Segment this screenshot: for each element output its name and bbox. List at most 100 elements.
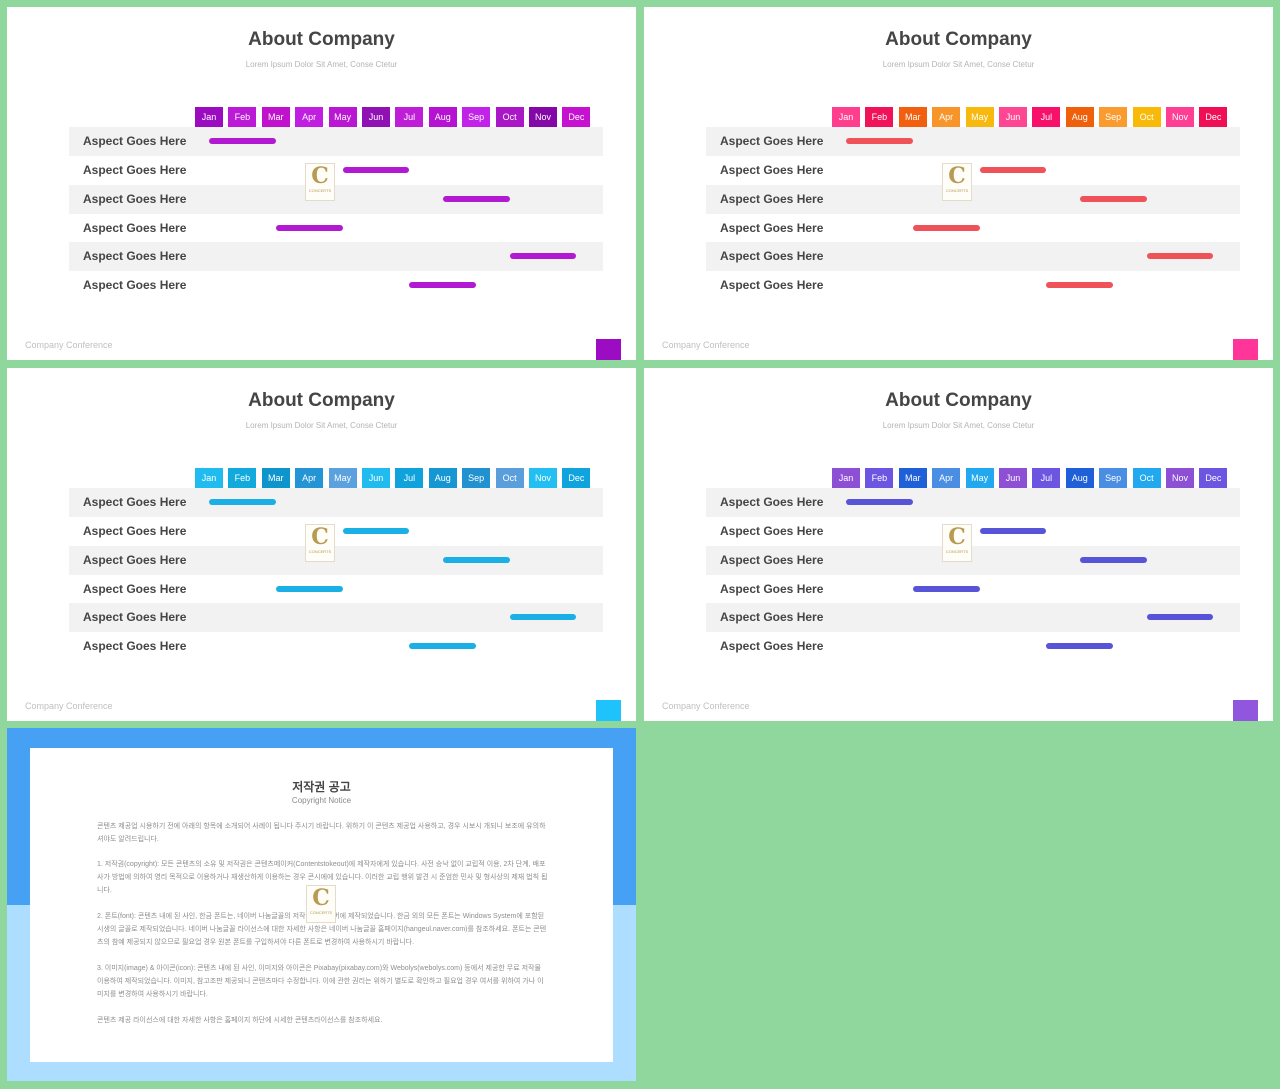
gantt-bar: [846, 138, 913, 144]
month-header-apr: Apr: [295, 468, 324, 488]
gantt-row: Aspect Goes Here: [69, 242, 603, 271]
gantt-bar: [509, 614, 577, 620]
gantt-row: Aspect Goes Here: [706, 603, 1240, 632]
row-label: Aspect Goes Here: [720, 553, 824, 567]
month-header-oct: Oct: [1132, 107, 1161, 127]
gantt-bar: [409, 282, 477, 288]
concerts-logo: C CONCERTS: [942, 163, 972, 201]
concerts-logo: C CONCERTS: [305, 524, 335, 562]
month-header-may: May: [328, 468, 357, 488]
month-header-may: May: [965, 107, 994, 127]
month-header-oct: Oct: [495, 107, 524, 127]
gantt-bar: [442, 557, 510, 563]
month-header-aug: Aug: [428, 107, 457, 127]
row-label: Aspect Goes Here: [83, 192, 187, 206]
month-header-jan: Jan: [832, 107, 860, 127]
gantt-bar: [209, 138, 276, 144]
logo-letter: C: [948, 524, 966, 550]
gantt-row: Aspect Goes Here: [706, 185, 1240, 214]
gantt-row: Aspect Goes Here: [69, 546, 603, 575]
row-label: Aspect Goes Here: [83, 553, 187, 567]
gantt-row: Aspect Goes Here: [706, 242, 1240, 271]
gantt-row: Aspect Goes Here: [69, 185, 603, 214]
row-label: Aspect Goes Here: [83, 221, 187, 235]
month-header-mar: Mar: [261, 107, 290, 127]
month-header-feb: Feb: [228, 468, 257, 488]
corner-accent: [596, 700, 621, 721]
gantt-row: Aspect Goes Here: [706, 632, 1240, 661]
row-label: Aspect Goes Here: [83, 582, 187, 596]
gantt-row: Aspect Goes Here: [706, 575, 1240, 604]
month-header-jun: Jun: [362, 468, 390, 488]
gantt-row: Aspect Goes Here: [69, 632, 603, 661]
month-header-aug: Aug: [428, 468, 457, 488]
slide-footer: Company Conference: [662, 701, 750, 711]
gantt-row: Aspect Goes Here: [706, 488, 1240, 517]
notice-paragraph: 콘텐츠 제공 라이선스에 대한 자세한 사항은 홈페이지 하단에 시세한 콘텐츠…: [97, 1017, 383, 1024]
gantt-row: Aspect Goes Here: [706, 127, 1240, 156]
month-header-jun: Jun: [999, 468, 1027, 488]
gantt-bar: [846, 499, 913, 505]
month-header-jan: Jan: [195, 107, 223, 127]
month-header-nov: Nov: [1166, 107, 1194, 127]
logo-text: CONCERTS: [308, 188, 332, 193]
slide-title: About Company: [885, 390, 1032, 411]
logo-letter: C: [948, 163, 966, 189]
row-label: Aspect Goes Here: [83, 134, 187, 148]
row-label: Aspect Goes Here: [720, 221, 824, 235]
notice-card: 저작권 공고 Copyright Notice 콘텐츠 제공업 시용하기 전에 …: [30, 748, 613, 1062]
month-header-jul: Jul: [395, 107, 424, 127]
gantt-slide: About Company Lorem Ipsum Dolor Sit Amet,…: [644, 7, 1273, 360]
month-header-jul: Jul: [1032, 468, 1061, 488]
row-label: Aspect Goes Here: [720, 639, 824, 653]
logo-text: CONCERTS: [309, 910, 333, 915]
notice-title: 저작권 공고: [292, 780, 351, 794]
month-header-feb: Feb: [865, 468, 894, 488]
row-label: Aspect Goes Here: [720, 610, 824, 624]
month-header-mar: Mar: [898, 107, 927, 127]
month-header-dec: Dec: [562, 468, 591, 488]
gantt-row: Aspect Goes Here: [69, 156, 603, 185]
notice-paragraph: 3. 이미지(image) & 아이콘(icon): 콘텐츠 내에 된 사인, …: [97, 965, 544, 998]
month-header-sep: Sep: [462, 468, 491, 488]
gantt-bar: [409, 643, 477, 649]
month-header-may: May: [328, 107, 357, 127]
gantt-row: Aspect Goes Here: [69, 488, 603, 517]
slide-footer: Company Conference: [25, 340, 113, 350]
month-header-oct: Oct: [495, 468, 524, 488]
gantt-row: Aspect Goes Here: [69, 575, 603, 604]
month-header-jan: Jan: [195, 468, 223, 488]
gantt-bar: [1146, 253, 1214, 259]
month-header-sep: Sep: [462, 107, 491, 127]
month-header-dec: Dec: [1199, 468, 1228, 488]
month-header-jul: Jul: [1032, 107, 1061, 127]
month-header-may: May: [965, 468, 994, 488]
month-header-aug: Aug: [1065, 468, 1094, 488]
gantt-bar: [342, 528, 410, 534]
notice-paragraph: 1. 저작권(copyright): 모든 콘텐츠의 소유 및 저작권은 콘텐츠…: [97, 861, 548, 894]
slide-title: About Company: [248, 390, 395, 411]
month-header-oct: Oct: [1132, 468, 1161, 488]
gantt-row: Aspect Goes Here: [706, 517, 1240, 546]
slide-title: About Company: [248, 29, 395, 50]
row-label: Aspect Goes Here: [720, 192, 824, 206]
gantt-row: Aspect Goes Here: [69, 517, 603, 546]
row-label: Aspect Goes Here: [720, 582, 824, 596]
gantt-row: Aspect Goes Here: [706, 156, 1240, 185]
gantt-bar: [912, 225, 980, 231]
slide-subtitle: Lorem Ipsum Dolor Sit Amet, Conse Ctetur: [882, 60, 1035, 69]
row-label: Aspect Goes Here: [83, 639, 187, 653]
row-label: Aspect Goes Here: [720, 249, 824, 263]
gantt-bar: [1146, 614, 1214, 620]
month-header-feb: Feb: [865, 107, 894, 127]
month-header-nov: Nov: [1166, 468, 1194, 488]
gantt-slide: About Company Lorem Ipsum Dolor Sit Amet,…: [7, 7, 636, 360]
month-header-jan: Jan: [832, 468, 860, 488]
month-header-mar: Mar: [898, 468, 927, 488]
slide-subtitle: Lorem Ipsum Dolor Sit Amet, Conse Ctetur: [245, 60, 398, 69]
row-label: Aspect Goes Here: [720, 163, 824, 177]
month-header-nov: Nov: [529, 468, 557, 488]
gantt-bar: [1046, 643, 1114, 649]
notice-paragraph: 콘텐츠 제공업 시용하기 전에 아래의 항목에 소개되어 사례이 됩니다 주시기…: [97, 823, 546, 843]
row-label: Aspect Goes Here: [720, 524, 824, 538]
